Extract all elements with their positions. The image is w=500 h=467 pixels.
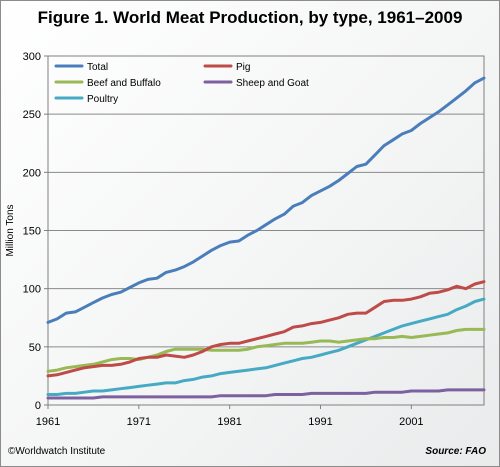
series-line-total <box>46 76 486 324</box>
series-line-poultry <box>46 297 486 396</box>
chart-title: Figure 1. World Meat Production, by type… <box>37 8 463 27</box>
y-tick-label-150: 150 <box>23 226 41 238</box>
x-tick-label-1961: 1961 <box>36 416 60 428</box>
legend-label-pig: Pig <box>236 62 250 73</box>
y-tick-label-200: 200 <box>23 167 41 179</box>
x-tick-label-1971: 1971 <box>127 416 151 428</box>
series-line-sheep-and-goat <box>46 388 486 400</box>
legend-label-total: Total <box>87 62 108 73</box>
legend-label-poultry: Poultry <box>87 94 118 105</box>
credit-text: ©Worldwatch Institute <box>8 446 106 457</box>
y-tick-label-50: 50 <box>29 342 41 354</box>
x-tick-label-1981: 1981 <box>217 416 241 428</box>
x-tick-label-2001: 2001 <box>399 416 423 428</box>
y-tick-label-250: 250 <box>23 109 41 121</box>
plot-area <box>47 55 485 406</box>
y-tick-label-0: 0 <box>35 400 41 412</box>
source-text: Source: FAO <box>425 446 486 457</box>
legend-label-sheep-and-goat: Sheep and Goat <box>236 78 309 89</box>
y-tick-label-300: 300 <box>23 51 41 63</box>
series-line-beef-and-buffalo <box>46 327 486 373</box>
legend: Total Pig Beef and Buffalo Sheep and Goat Po… <box>54 62 309 105</box>
x-axis-tick-labels: 1961 1971 1981 1991 2001 <box>36 416 424 428</box>
x-tick-label-1991: 1991 <box>308 416 332 428</box>
y-axis-tick-labels: 0 50 100 150 200 250 300 <box>23 51 41 412</box>
y-tick-label-100: 100 <box>23 284 41 296</box>
series-line-pig <box>46 280 486 378</box>
y-axis-label: Million Tons <box>5 204 16 256</box>
legend-label-beef-and-buffalo: Beef and Buffalo <box>87 78 161 89</box>
gridlines <box>44 55 484 409</box>
series-lines <box>46 76 486 400</box>
